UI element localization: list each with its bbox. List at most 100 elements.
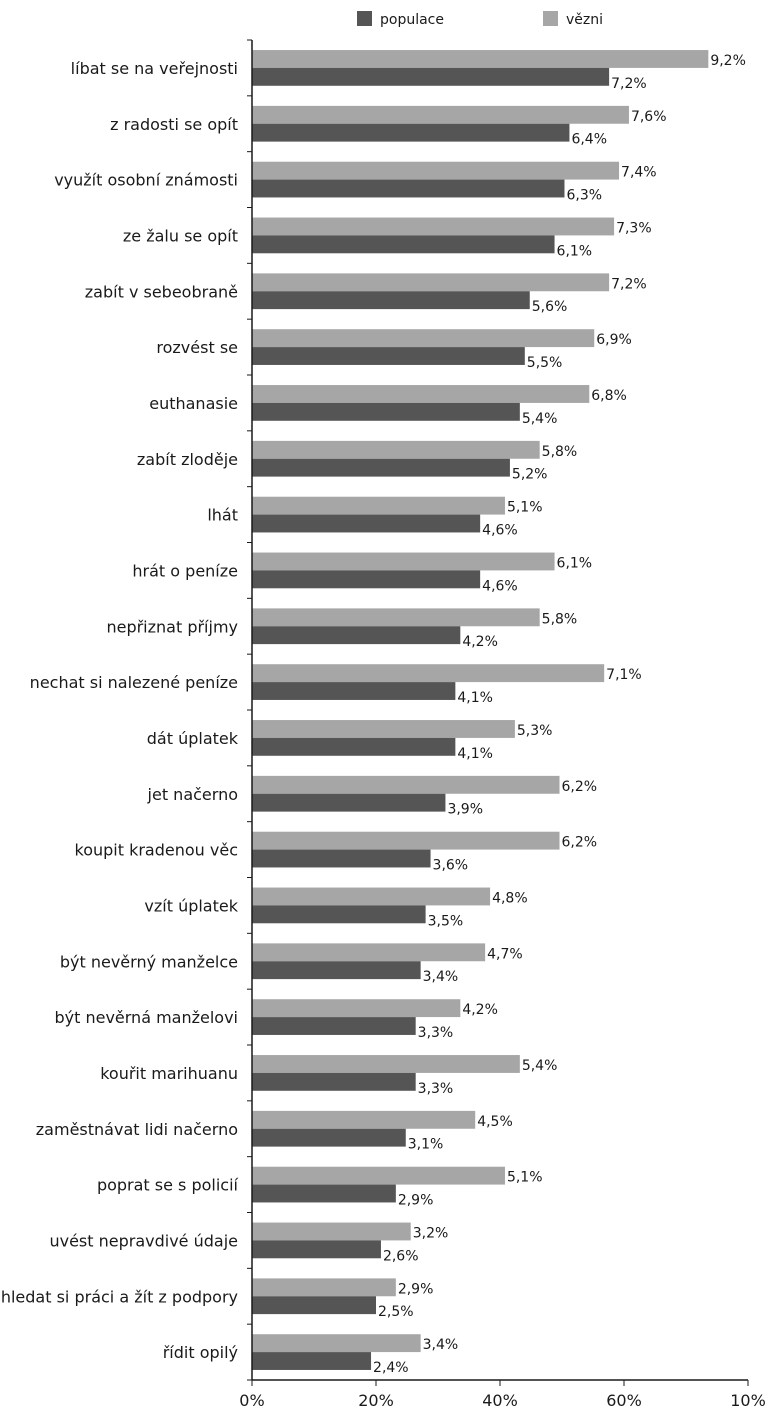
bar-populace (252, 514, 481, 533)
bar-populace (252, 179, 565, 198)
category-label: kouřit marihuanu (100, 1064, 238, 1083)
value-label-vezni: 4,7% (487, 946, 523, 962)
value-label-populace: 6,3% (566, 187, 602, 203)
legend-swatch-vezni (543, 11, 558, 26)
value-label-vezni: 3,2% (413, 1225, 449, 1241)
bar-vezni (252, 552, 555, 571)
value-label-populace: 2,9% (398, 1192, 434, 1208)
value-label-vezni: 7,4% (621, 165, 657, 181)
bar-vezni (252, 664, 605, 683)
bar-populace (252, 793, 446, 812)
x-tick-label: 60% (606, 1391, 642, 1407)
bar-vezni (252, 1166, 505, 1185)
category-label: nehledat si práci a žít z podpory (0, 1287, 238, 1306)
x-tick-label: 0% (239, 1391, 264, 1407)
bar-populace (252, 905, 426, 924)
legend-swatch-populace (357, 11, 372, 26)
bar-populace (252, 1296, 376, 1315)
category-label: uvést nepravdivé údaje (49, 1231, 238, 1250)
category-label: být nevěrná manželovi (54, 1008, 238, 1027)
bar-vezni (252, 887, 491, 906)
value-label-vezni: 6,8% (591, 388, 627, 404)
value-label-vezni: 6,2% (562, 779, 598, 795)
value-label-vezni: 5,8% (542, 611, 578, 627)
value-label-vezni: 4,8% (492, 890, 528, 906)
value-label-populace: 5,4% (522, 411, 558, 427)
value-label-vezni: 5,4% (522, 1058, 558, 1074)
bar-vezni (252, 496, 505, 515)
bar-vezni (252, 1055, 520, 1073)
value-label-populace: 5,2% (512, 467, 548, 483)
bar-vezni (252, 831, 560, 850)
legend-label-vezni: vězni (566, 12, 603, 28)
category-label: poprat se s policií (97, 1176, 239, 1195)
value-label-populace: 4,6% (482, 578, 518, 594)
bar-populace (252, 458, 510, 477)
value-label-vezni: 6,2% (562, 835, 598, 851)
value-label-populace: 3,6% (433, 857, 469, 873)
value-label-populace: 4,1% (457, 690, 493, 706)
bar-populace (252, 1240, 381, 1259)
bar-vezni (252, 1334, 421, 1353)
bar-vezni (252, 105, 629, 124)
value-label-vezni: 9,2% (710, 53, 746, 69)
value-label-populace: 2,6% (383, 1248, 419, 1264)
category-label: zabít v sebeobraně (85, 282, 238, 301)
bar-populace (252, 737, 456, 756)
bar-populace (252, 235, 555, 254)
value-label-populace: 3,1% (408, 1137, 444, 1153)
category-label: euthanasie (149, 394, 238, 413)
category-label: koupit kradenou věc (75, 841, 239, 860)
bar-populace (252, 849, 431, 868)
bar-vezni (252, 385, 590, 403)
bars-group (252, 50, 709, 1370)
bar-vezni (252, 1222, 411, 1241)
category-label: zabít zloděje (137, 450, 238, 469)
value-label-vezni: 3,4% (423, 1337, 459, 1353)
category-label: vzít úplatek (144, 896, 238, 915)
value-label-vezni: 7,3% (616, 220, 652, 236)
bar-vezni (252, 1110, 476, 1129)
bar-vezni (252, 217, 615, 236)
value-label-populace: 3,4% (423, 969, 459, 985)
bar-populace (252, 402, 520, 421)
bar-populace (252, 961, 421, 980)
category-label: jet načerno (147, 785, 238, 804)
labels-group: 9,2% 7,2% líbat se na veřejnosti 7,6% 6,4% z … (0, 53, 766, 1407)
bar-vezni (252, 775, 560, 794)
bar-populace (252, 291, 530, 310)
value-label-populace: 6,4% (571, 132, 607, 148)
category-label: rozvést se (156, 338, 238, 357)
value-label-vezni: 6,1% (557, 555, 593, 571)
bar-vezni (252, 608, 540, 627)
value-label-populace: 5,5% (527, 355, 563, 371)
category-label: lhát (207, 506, 238, 525)
bar-populace (252, 1072, 416, 1091)
bar-populace (252, 626, 461, 645)
value-label-populace: 4,6% (482, 522, 518, 538)
bar-populace (252, 67, 610, 86)
bar-vezni (252, 50, 709, 68)
value-label-vezni: 5,1% (507, 500, 543, 516)
value-label-populace: 3,9% (447, 802, 483, 818)
category-label: zaměstnávat lidi načerno (36, 1120, 238, 1139)
bar-vezni (252, 1278, 396, 1297)
value-label-vezni: 2,9% (398, 1281, 434, 1297)
category-label: nechat si nalezené peníze (30, 673, 238, 692)
bar-populace (252, 1128, 406, 1147)
category-label: ze žalu se opít (123, 226, 238, 245)
bar-vezni (252, 329, 595, 348)
x-tick-label: 20% (358, 1391, 394, 1407)
category-label: líbat se na veřejnosti (71, 59, 238, 78)
category-label: využít osobní známosti (54, 171, 238, 190)
bar-vezni (252, 161, 620, 180)
bar-populace (252, 1184, 396, 1203)
value-label-vezni: 5,3% (517, 723, 553, 739)
category-label: nepřiznat příjmy (106, 617, 238, 636)
bar-populace (252, 1017, 416, 1035)
bar-vezni (252, 720, 515, 738)
value-label-populace: 3,5% (428, 913, 464, 929)
x-tick-label: 10% (730, 1391, 766, 1407)
value-label-vezni: 4,5% (477, 1114, 513, 1130)
category-label: být nevěrný manželce (60, 952, 238, 971)
